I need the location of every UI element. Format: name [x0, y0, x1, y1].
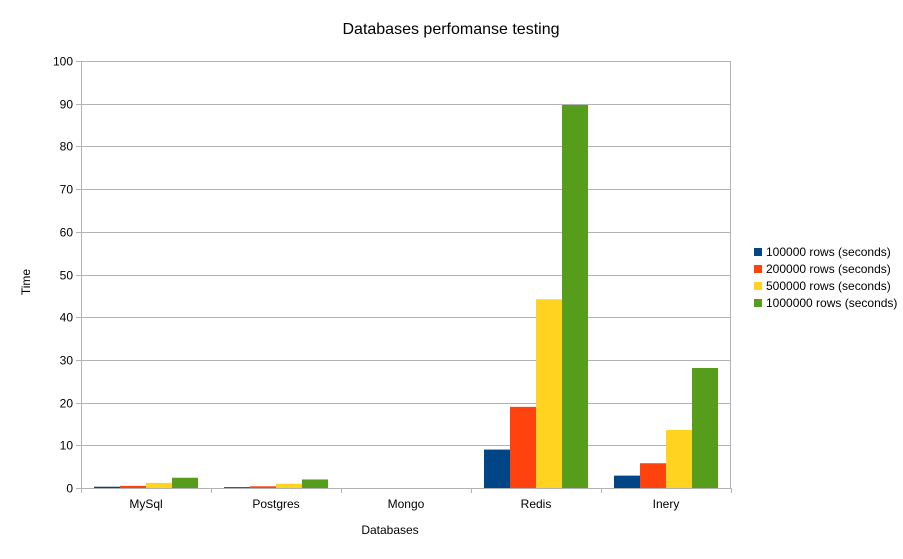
bar [276, 483, 302, 488]
bar [250, 486, 276, 488]
bar [692, 368, 718, 488]
y-tick-label: 90 [60, 98, 74, 112]
x-tick-label: Inery [653, 497, 680, 511]
legend-entry: 500000 rows (seconds) [766, 279, 891, 293]
y-tick-label: 10 [60, 439, 74, 453]
bar [510, 406, 536, 488]
bar [536, 299, 562, 488]
y-tick-label: 30 [60, 354, 74, 368]
y-tick-label: 20 [60, 397, 74, 411]
legend-swatch [754, 265, 762, 273]
bar [224, 487, 250, 488]
plot-frame [81, 61, 731, 489]
x-tick-label: Postgres [252, 497, 299, 511]
bar [146, 482, 172, 488]
y-tick-label: 100 [53, 55, 73, 69]
legend-entry: 200000 rows (seconds) [766, 262, 891, 276]
legend-swatch [754, 282, 762, 290]
y-tick-label: 50 [60, 269, 74, 283]
y-tick-label: 70 [60, 183, 74, 197]
bar [120, 485, 146, 488]
x-tick-label: Redis [521, 497, 552, 511]
legend-swatch [754, 299, 762, 307]
chart-title: Databases perfomanse testing [342, 21, 559, 38]
bar [302, 479, 328, 488]
y-tick-labels: 0 10 20 30 40 50 60 70 80 90 100 [53, 55, 73, 496]
legend: 100000 rows (seconds) 200000 rows (second… [754, 245, 897, 310]
bar [666, 429, 692, 488]
legend-entry: 100000 rows (seconds) [766, 245, 891, 259]
y-axis-title: Time [19, 269, 33, 296]
bar [640, 463, 666, 488]
bar [172, 477, 198, 488]
legend-swatch [754, 248, 762, 256]
x-axis-title: Databases [361, 523, 418, 537]
y-tick-label: 0 [66, 482, 73, 496]
bar [484, 449, 510, 488]
bar [562, 104, 588, 488]
x-tick-label: MySql [129, 497, 162, 511]
y-tick-label: 40 [60, 311, 74, 325]
x-tick-label: Mongo [388, 497, 425, 511]
gridlines [81, 61, 731, 489]
bar [94, 486, 120, 488]
axes [76, 61, 732, 493]
bars [94, 104, 718, 488]
y-tick-label: 60 [60, 226, 74, 240]
y-tick-label: 80 [60, 140, 74, 154]
legend-entry: 1000000 rows (seconds) [766, 296, 897, 310]
bar [614, 475, 640, 488]
x-tick-labels: MySql Postgres Mongo Redis Inery [129, 497, 679, 511]
